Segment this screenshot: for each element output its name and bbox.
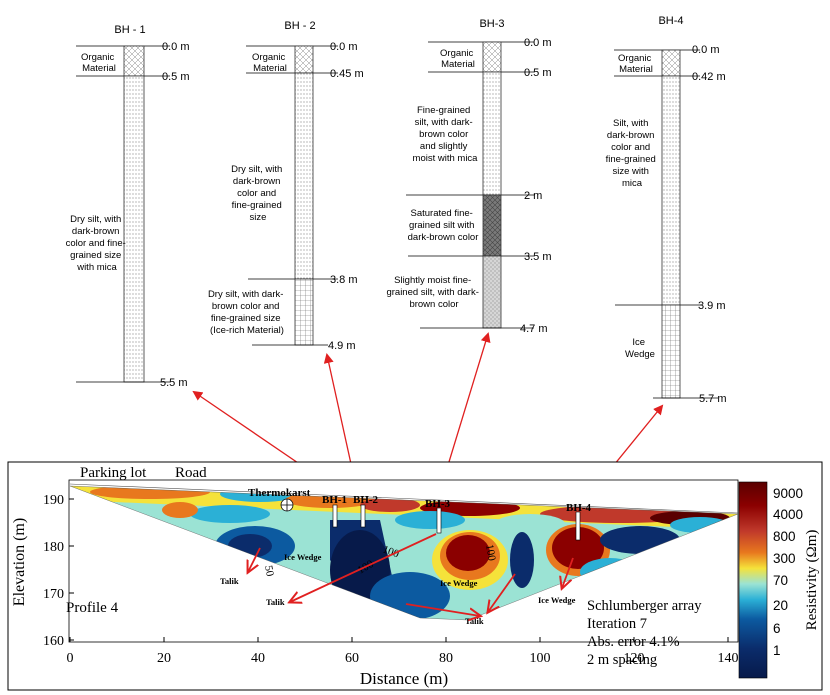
x-tick-label: 100: [530, 651, 551, 666]
depth-label: 5.5 m: [160, 377, 188, 389]
annotation: Talik: [266, 597, 285, 607]
borehole-title: BH - 1: [114, 24, 145, 36]
layer-desc: Silt, with dark-brown color and fine-gra…: [606, 118, 659, 189]
borehole-bh4: BH-4 0.0 m 0.42 m 3.9 m 5.7 m Organic Ma…: [606, 15, 727, 405]
bh-marker: BH-3: [425, 498, 451, 510]
depth-label: 2 m: [524, 190, 542, 202]
layer-desc: Organic Material: [618, 53, 654, 75]
contour-label: 100: [483, 543, 498, 562]
layer-desc: Ice Wedge: [625, 337, 655, 360]
x-tick-label: 140: [718, 651, 739, 666]
x-tick-label: 20: [157, 651, 171, 666]
colorbar-tick: 1: [773, 643, 781, 658]
depth-label: 0.0 m: [162, 41, 190, 53]
annotation: Ice Wedge: [284, 552, 322, 562]
colorbar-tick: 6: [773, 621, 781, 636]
colorbar: 9000 4000 800 300 70 20 6 1 Resistivity …: [738, 481, 820, 679]
y-tick-label: 160: [43, 634, 64, 649]
x-tick-label: 40: [251, 651, 265, 666]
layer-desc: Organic Material: [252, 52, 288, 74]
site-label: Road: [175, 465, 207, 481]
bh-marker: BH-1: [322, 494, 347, 506]
colorbar-label: Resistivity (Ωm): [804, 530, 820, 631]
y-tick-label: 180: [43, 540, 64, 555]
y-axis: 160 170 180 190 Elevation (m): [11, 493, 74, 649]
site-label: Parking lot: [80, 465, 147, 481]
layer-desc: Dry silt, with dark- brown color and fin…: [208, 289, 286, 336]
depth-label: 3.5 m: [524, 251, 552, 263]
x-tick-label: 120: [624, 651, 645, 666]
bh-marker: BH-2: [353, 494, 379, 506]
y-tick-label: 170: [43, 587, 64, 602]
colorbar-tick: 70: [773, 573, 788, 588]
depth-label: 0.5 m: [162, 71, 190, 83]
bh-marker: BH-4: [566, 502, 592, 514]
depth-label: 0.5 m: [524, 67, 552, 79]
y-tick-label: 190: [43, 493, 64, 508]
borehole-title: BH-3: [479, 18, 504, 30]
colorbar-tick: 20: [773, 598, 788, 613]
colorbar-tick: 4000: [773, 507, 803, 522]
x-tick-label: 60: [345, 651, 359, 666]
borehole-title: BH - 2: [284, 20, 315, 32]
array-info: Schlumberger array Iteration 7 Abs. erro…: [587, 598, 705, 668]
depth-label: 4.9 m: [328, 340, 356, 352]
borehole-bh1: BH - 1 0.0 m 0.5 m 5.5 m Organic Materia…: [66, 24, 190, 389]
depth-label: 0.0 m: [692, 44, 720, 56]
colorbar-tick: 300: [773, 551, 796, 566]
borehole-bh2: BH - 2 0.0 m 0.45 m 3.8 m 4.9 m Organic …: [208, 20, 364, 352]
annotation: Ice Wedge: [440, 578, 478, 588]
colorbar-tick: 800: [773, 529, 796, 544]
annotation: Talik: [465, 616, 484, 626]
annotation: Talik: [220, 576, 239, 586]
depth-label: 0.42 m: [692, 71, 726, 83]
depth-label: 5.7 m: [699, 393, 727, 405]
layer-desc: Saturated fine- grained silt with dark-b…: [408, 208, 479, 243]
layer-desc: Fine-grained silt, with dark- brown colo…: [413, 105, 479, 164]
colorbar-tick: 9000: [773, 486, 803, 501]
profile-arrows: [248, 533, 574, 616]
y-axis-label: Elevation (m): [11, 518, 28, 606]
thermokarst-label: Thermokarst: [248, 487, 311, 499]
depth-label: 3.8 m: [330, 274, 358, 286]
depth-label: 0.45 m: [330, 68, 364, 80]
x-axis: 0 20 40 60 80 100 120 140 Distance (m): [67, 637, 739, 688]
layer-desc: Slightly moist fine- grained silt, with …: [386, 275, 481, 310]
depth-label: 0.0 m: [524, 37, 552, 49]
layer-desc: Organic Material: [440, 48, 476, 70]
depth-label: 4.7 m: [520, 323, 548, 335]
x-axis-label: Distance (m): [360, 669, 448, 688]
depth-label: 0.0 m: [330, 41, 358, 53]
borehole-title: BH-4: [658, 15, 683, 27]
annotation: Ice Wedge: [538, 595, 576, 605]
x-tick-label: 0: [67, 651, 74, 666]
tomogram: [70, 486, 738, 620]
layer-desc: Dry silt, with dark-brown color and fine…: [66, 214, 129, 273]
layer-desc: Dry silt, with dark-brown color and fine…: [231, 164, 285, 223]
resistivity-profile: BH-1 BH-2 BH-3 BH-4 Thermokarst Parking …: [7, 461, 823, 691]
borehole-bh3: BH-3 0.0 m 0.5 m 2 m 3.5 m 4.7 m Organic…: [386, 18, 551, 335]
contour-label: 50: [262, 564, 276, 577]
layer-desc: Organic Material: [81, 52, 117, 74]
profile-label: Profile 4: [66, 600, 119, 616]
x-tick-label: 80: [439, 651, 453, 666]
depth-label: 3.9 m: [698, 300, 726, 312]
